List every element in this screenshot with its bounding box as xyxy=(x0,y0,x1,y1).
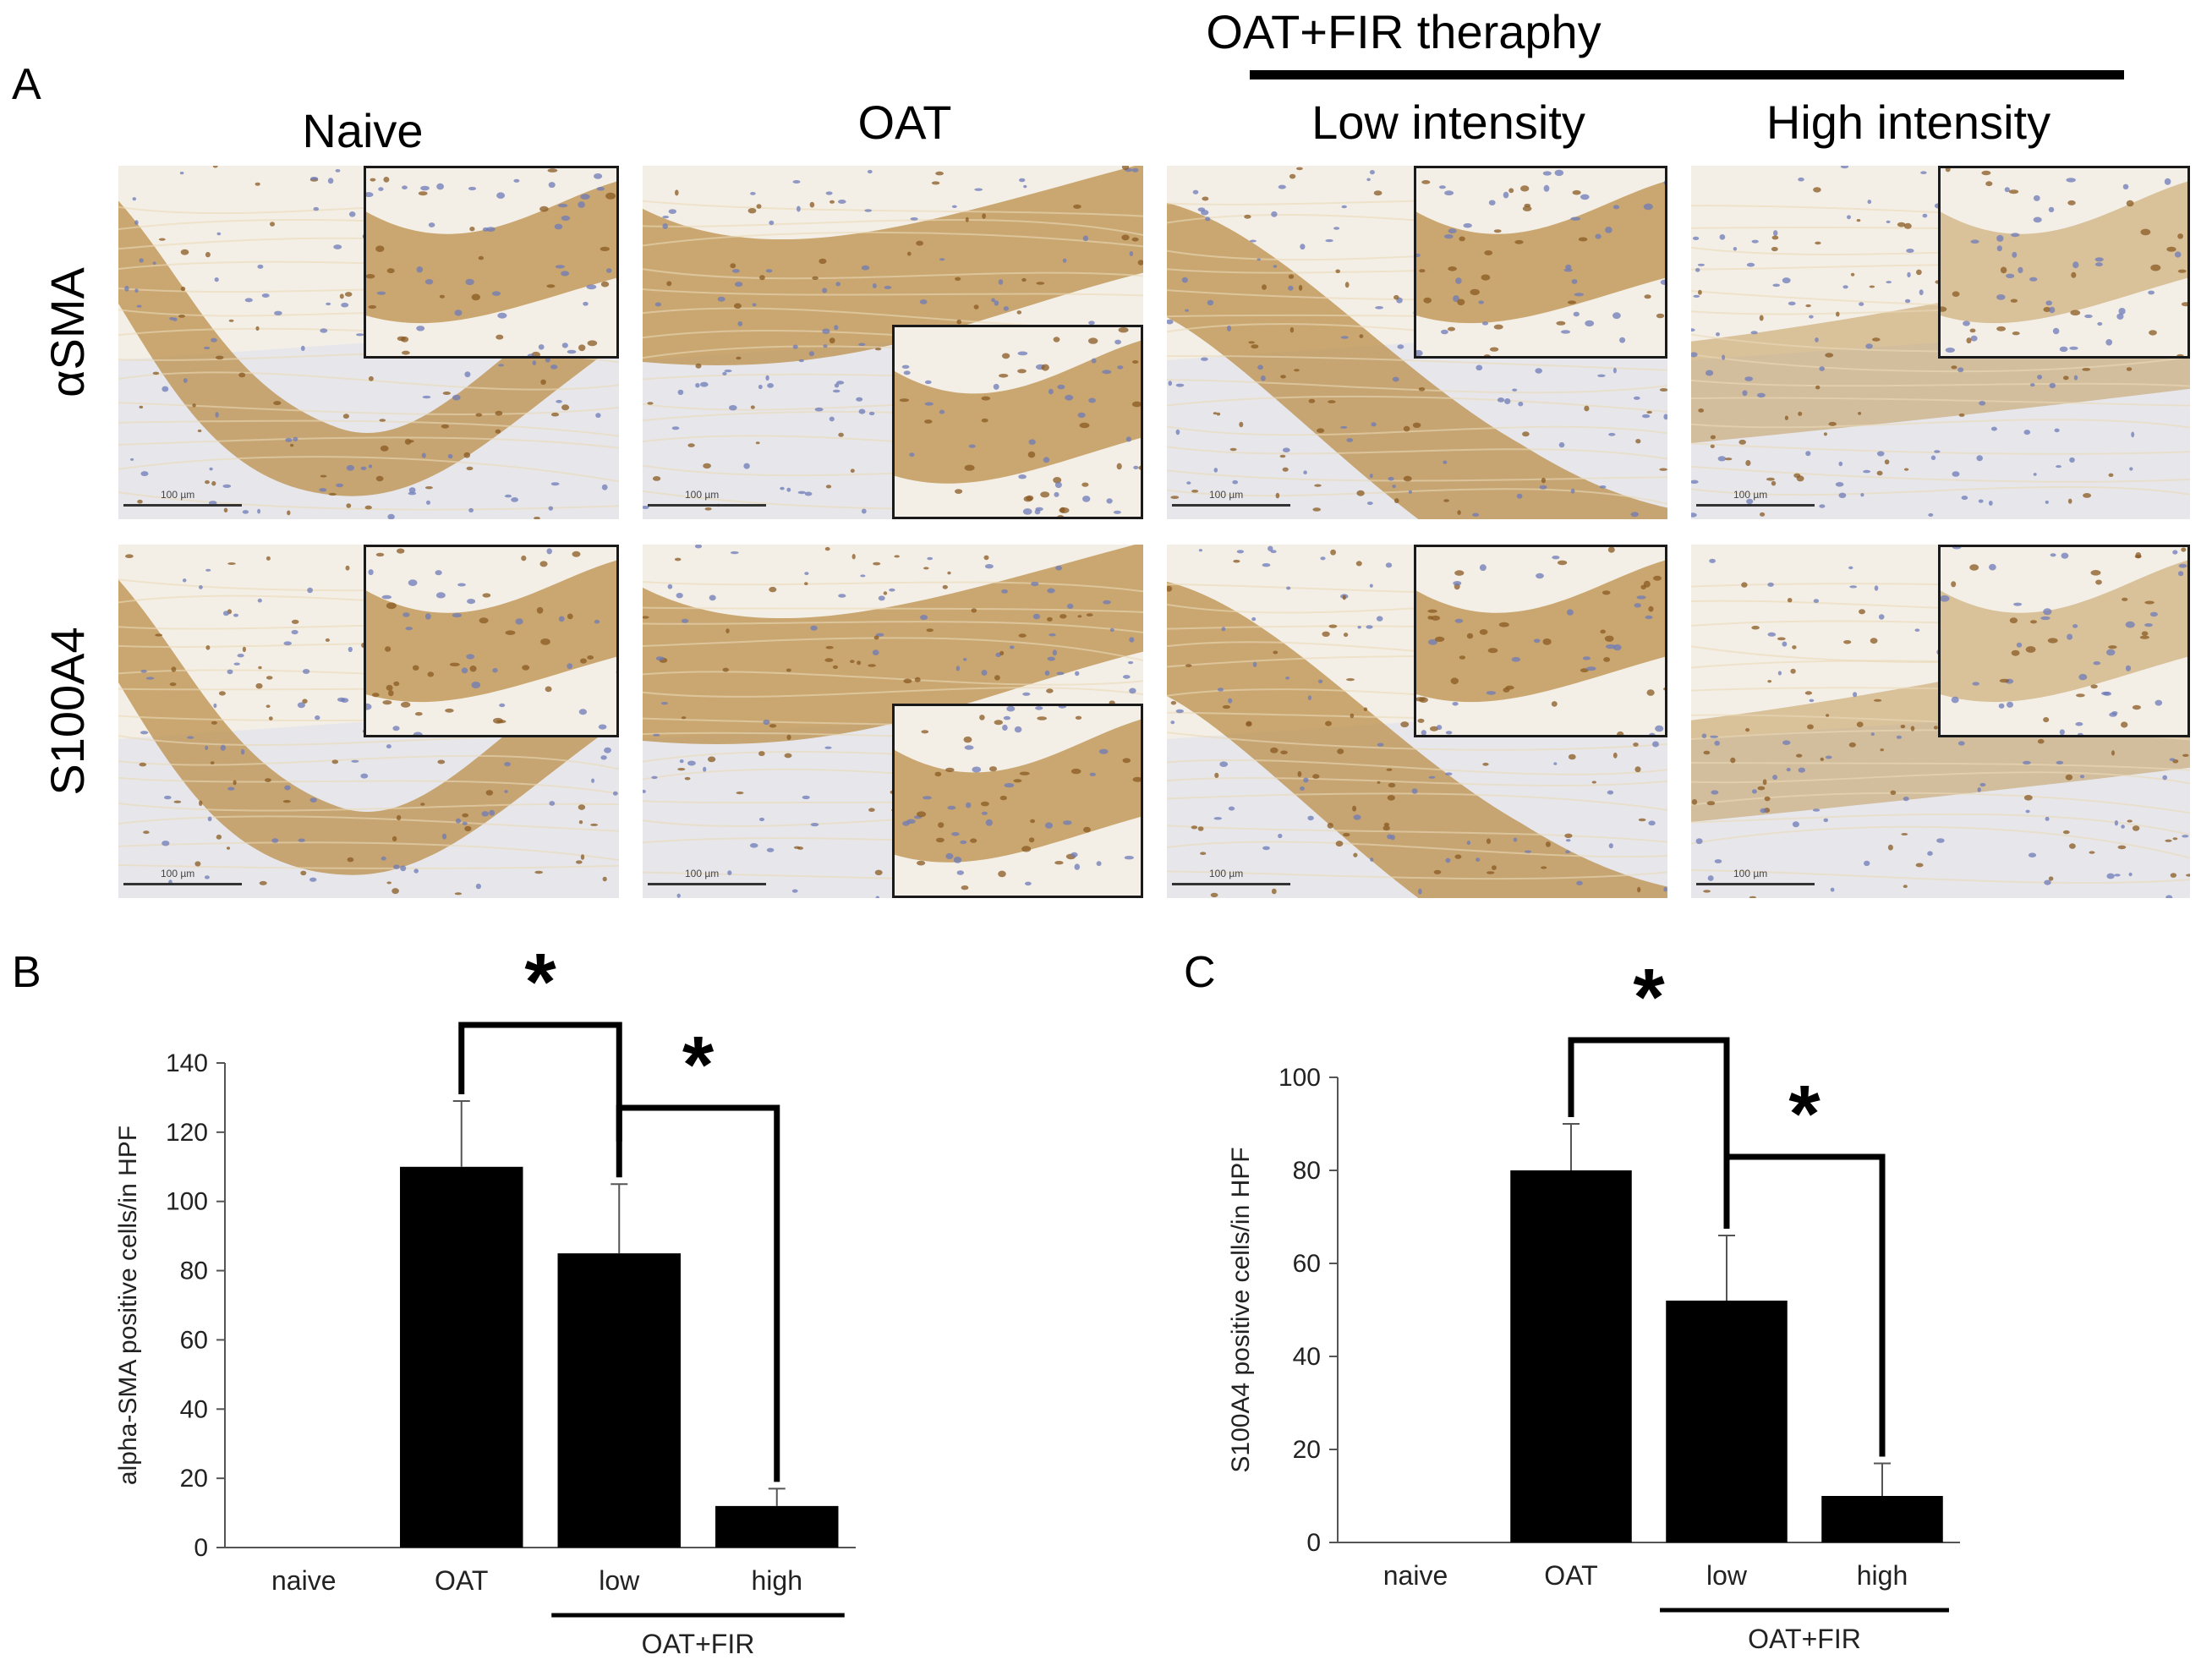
bar-low xyxy=(1666,1301,1788,1542)
x-tick-label: low xyxy=(1706,1560,1748,1591)
col-title-low-intensity: Low intensity xyxy=(1311,96,1585,149)
scale-bar-label: 100 µm xyxy=(161,868,195,879)
scale-bar xyxy=(1696,883,1815,885)
y-tick-label: 0 xyxy=(194,1534,208,1562)
x-tick-label: high xyxy=(752,1565,803,1596)
inset-zoom xyxy=(1414,545,1667,737)
significance-star: * xyxy=(1788,1069,1821,1159)
x-tick-label: OAT xyxy=(1544,1560,1597,1591)
significance-star: * xyxy=(682,1020,715,1110)
x-tick-label: low xyxy=(599,1565,640,1596)
chart-alpha-sma: 0 20 40 60 80 100 120 140 alpha-SMA positive cel… xyxy=(114,937,856,1659)
bar-high xyxy=(715,1505,839,1548)
bar-OAT xyxy=(400,1166,523,1548)
y-tick-label: 140 xyxy=(166,1049,208,1077)
inset-zoom xyxy=(364,166,619,359)
significance-bracket xyxy=(616,1104,780,1482)
group-label: OAT+FIR xyxy=(642,1629,755,1659)
y-tick-label: 60 xyxy=(180,1326,208,1354)
scale-bar-label: 100 µm xyxy=(685,489,720,501)
micrograph-high-intensity-asma: 100 µm xyxy=(1691,166,2190,519)
x-tick-label: OAT xyxy=(435,1565,488,1596)
y-tick-label: 120 xyxy=(166,1119,208,1147)
scale-bar xyxy=(123,504,242,507)
group-header: OAT+FIR theraphy xyxy=(1206,5,1602,58)
y-axis-label: alpha-SMA positive cells/in HPF xyxy=(114,1126,142,1485)
group-label: OAT+FIR xyxy=(1748,1624,1861,1654)
scale-bar xyxy=(1172,883,1290,885)
scale-bar-label: 100 µm xyxy=(685,868,720,879)
micrograph-oat-s100a4: 100 µm xyxy=(643,545,1143,898)
scale-bar xyxy=(1696,504,1815,507)
y-tick-label: 100 xyxy=(1278,1064,1321,1092)
bar-OAT xyxy=(1510,1170,1632,1542)
scale-bar xyxy=(648,883,766,885)
scale-bar-label: 100 µm xyxy=(161,489,195,501)
bar-high xyxy=(1821,1496,1943,1542)
panel-a-letter: A xyxy=(12,60,41,109)
scale-bar xyxy=(123,883,242,885)
y-tick-label: 0 xyxy=(1306,1529,1321,1557)
panel-c-letter: C xyxy=(1184,948,1216,997)
group-header-bar xyxy=(1250,70,2124,79)
y-tick-label: 80 xyxy=(1293,1157,1321,1185)
x-tick-label: high xyxy=(1857,1560,1908,1591)
x-tick-label: naive xyxy=(1383,1560,1448,1591)
y-tick-label: 20 xyxy=(1293,1436,1321,1464)
bar-low xyxy=(557,1253,681,1548)
inset-zoom xyxy=(364,545,619,737)
inset-zoom xyxy=(1938,545,2190,737)
micrograph-low-intensity-s100a4: 100 µm xyxy=(1167,545,1667,898)
scale-bar-label: 100 µm xyxy=(1733,868,1768,879)
y-tick-label: 60 xyxy=(1293,1250,1321,1278)
scale-bar-label: 100 µm xyxy=(1209,489,1244,501)
inset-zoom xyxy=(892,325,1143,519)
x-tick-label: naive xyxy=(271,1565,337,1596)
significance-bracket xyxy=(458,1022,622,1178)
micrograph-oat-asma: 100 µm xyxy=(643,166,1143,519)
inset-zoom xyxy=(1938,166,2190,359)
scale-bar-label: 100 µm xyxy=(1209,868,1244,879)
row-label-s100a4: S100A4 xyxy=(41,627,94,796)
col-title-high-intensity: High intensity xyxy=(1766,96,2051,149)
panel-b-letter: B xyxy=(12,948,41,997)
significance-star: * xyxy=(1633,952,1665,1043)
micrograph-high-intensity-s100a4: 100 µm xyxy=(1691,545,2190,898)
y-tick-label: 40 xyxy=(180,1395,208,1423)
y-tick-label: 80 xyxy=(180,1257,208,1285)
scale-bar xyxy=(1172,504,1290,507)
significance-bracket xyxy=(1568,1037,1730,1229)
chart-s100a4: 0 20 40 60 80 100 S100A4 positive cells/in HPF… xyxy=(1227,952,1960,1654)
micrograph-low-intensity-asma: 100 µm xyxy=(1167,166,1667,519)
row-label-asma: αSMA xyxy=(41,267,94,397)
y-axis-label: S100A4 positive cells/in HPF xyxy=(1227,1147,1255,1472)
col-title-oat: OAT xyxy=(857,96,952,149)
inset-zoom xyxy=(1414,166,1667,359)
y-tick-label: 40 xyxy=(1293,1343,1321,1371)
y-tick-label: 100 xyxy=(166,1188,208,1216)
inset-zoom xyxy=(892,704,1143,898)
scale-bar-label: 100 µm xyxy=(1733,489,1768,501)
col-title-naive: Naive xyxy=(302,104,424,157)
micrograph-naive-asma: 100 µm xyxy=(118,166,619,519)
significance-bracket xyxy=(1723,1153,1886,1457)
micrograph-naive-s100a4: 100 µm xyxy=(118,545,619,898)
y-tick-label: 20 xyxy=(180,1465,208,1493)
significance-star: * xyxy=(524,937,556,1027)
scale-bar xyxy=(648,504,766,507)
